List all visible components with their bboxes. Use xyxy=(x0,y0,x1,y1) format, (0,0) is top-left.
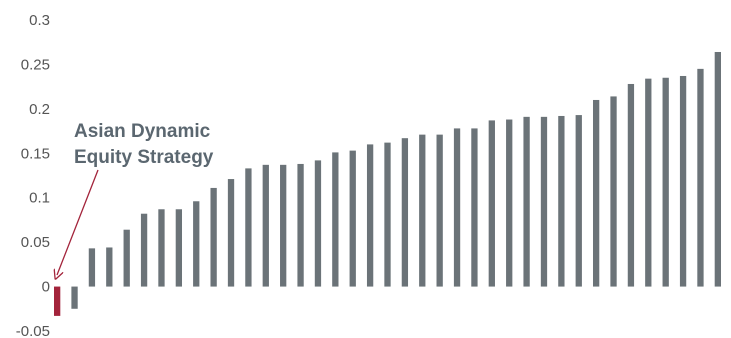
y-tick-label: 0.3 xyxy=(29,12,50,29)
y-tick-label: 0.05 xyxy=(21,234,50,251)
bar xyxy=(610,96,616,286)
bar xyxy=(576,115,582,286)
bar xyxy=(384,143,390,287)
bar xyxy=(71,287,77,309)
bar xyxy=(245,168,251,286)
bar xyxy=(210,188,216,287)
bar xyxy=(158,209,164,286)
bar xyxy=(89,248,95,286)
bar-series xyxy=(54,52,721,316)
bar xyxy=(367,144,373,286)
highlighted-bar xyxy=(54,287,60,316)
bar xyxy=(506,120,512,287)
bar xyxy=(176,209,182,286)
bar xyxy=(280,165,286,287)
bar xyxy=(402,138,408,286)
bar xyxy=(471,128,477,286)
bar xyxy=(663,78,669,287)
bar xyxy=(454,128,460,286)
y-tick-label: -0.05 xyxy=(16,323,50,338)
y-tick-label: 0.15 xyxy=(21,145,50,162)
bar xyxy=(263,165,269,287)
bar xyxy=(419,135,425,287)
bar xyxy=(297,164,303,287)
bar xyxy=(193,201,199,286)
bar xyxy=(437,135,443,287)
bar xyxy=(106,247,112,286)
bar xyxy=(680,76,686,287)
bar xyxy=(628,84,634,287)
y-tick-label: 0.1 xyxy=(29,190,50,207)
y-tick-label: 0.25 xyxy=(21,56,50,73)
bar xyxy=(228,179,234,287)
bar xyxy=(523,117,529,287)
bar xyxy=(350,151,356,287)
annotation: Asian Dynamic Equity Strategy xyxy=(57,121,214,275)
bar xyxy=(645,79,651,287)
bar xyxy=(593,100,599,287)
annotation-label-line-2: Equity Strategy xyxy=(74,147,214,168)
bar xyxy=(141,214,147,287)
y-tick-label: 0 xyxy=(42,279,50,296)
bar xyxy=(715,52,721,287)
bar xyxy=(124,230,130,287)
bar xyxy=(558,116,564,287)
bar xyxy=(315,160,321,286)
bar xyxy=(697,69,703,287)
bar xyxy=(541,117,547,287)
bar xyxy=(332,152,338,286)
y-axis: -0.05 0 0.05 0.1 0.15 0.2 0.25 0.3 xyxy=(16,12,50,338)
bar xyxy=(489,120,495,286)
y-tick-label: 0.2 xyxy=(29,101,50,118)
annotation-label-line-1: Asian Dynamic xyxy=(74,121,211,142)
